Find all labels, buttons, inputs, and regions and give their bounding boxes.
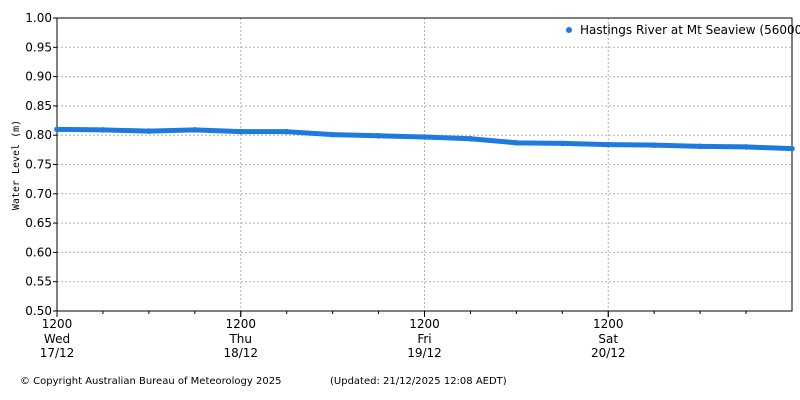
- y-tick-label: 0.65: [25, 216, 52, 230]
- x-tick-label-time: 1200: [225, 317, 256, 331]
- y-tick-label: 0.80: [25, 128, 52, 142]
- data-point: [100, 127, 106, 133]
- x-tick-label-day: Sat: [598, 332, 618, 346]
- x-tick-label-day: Thu: [228, 332, 252, 346]
- y-tick-label: 0.60: [25, 245, 52, 259]
- data-point: [513, 140, 520, 146]
- data-point: [237, 128, 244, 135]
- x-axis-ticks: 1200Wed17/121200Thu18/121200Fri19/121200…: [40, 311, 747, 360]
- data-point: [651, 142, 657, 148]
- x-tick-label-date: 20/12: [591, 346, 626, 360]
- y-tick-label: 0.75: [25, 158, 52, 172]
- data-point: [192, 127, 198, 133]
- y-tick-label: 0.95: [25, 40, 52, 54]
- legend: Hastings River at Mt Seaview (560002): [566, 23, 800, 37]
- data-point: [146, 128, 152, 134]
- y-axis-title: Water Level (m): [11, 120, 22, 210]
- data-point: [375, 132, 382, 139]
- x-tick-label-time: 1200: [593, 317, 624, 331]
- legend-marker: [566, 27, 572, 33]
- x-tick-label-day: Wed: [44, 332, 70, 346]
- data-point: [559, 140, 566, 147]
- x-tick-label-date: 19/12: [407, 346, 442, 360]
- data-point: [467, 135, 474, 142]
- data-point: [743, 144, 749, 150]
- y-tick-label: 0.70: [25, 187, 52, 201]
- data-point: [329, 131, 336, 138]
- data-point: [421, 134, 428, 140]
- data-point: [605, 141, 612, 148]
- legend-label: Hastings River at Mt Seaview (560002): [580, 23, 800, 37]
- data-point: [283, 128, 290, 135]
- x-tick-label-time: 1200: [42, 317, 73, 331]
- y-tick-label: 0.55: [25, 275, 52, 289]
- data-point: [54, 126, 60, 133]
- series-points: [54, 126, 795, 152]
- grid-lines: [57, 18, 792, 311]
- data-point: [697, 143, 703, 150]
- x-tick-label-date: 18/12: [223, 346, 258, 360]
- x-tick-label-day: Fri: [417, 332, 431, 346]
- updated-text: (Updated: 21/12/2025 12:08 AEDT): [330, 376, 507, 387]
- y-tick-label: 1.00: [25, 11, 52, 25]
- y-axis-ticks: 0.50 0.55 0.60 0.65 0.70 0.75 0.80 0.85 0.90 0.95…: [25, 11, 57, 318]
- y-tick-label: 0.50: [25, 304, 52, 318]
- data-point: [789, 145, 795, 152]
- x-tick-label-date: 17/12: [40, 346, 75, 360]
- y-tick-label: 0.85: [25, 99, 52, 113]
- y-tick-label: 0.90: [25, 70, 52, 84]
- copyright-text: © Copyright Australian Bureau of Meteoro…: [20, 376, 281, 387]
- x-tick-label-time: 1200: [409, 317, 440, 331]
